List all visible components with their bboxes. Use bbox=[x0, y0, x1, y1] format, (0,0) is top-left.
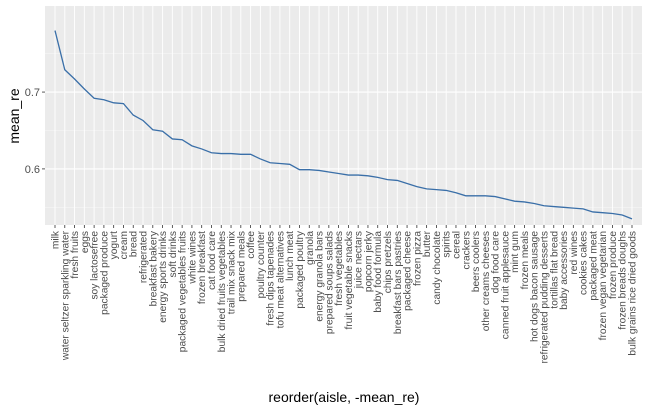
x-tick-label: prepared soups salads bbox=[324, 231, 335, 334]
x-tick-label: trail mix snack mix bbox=[227, 231, 238, 314]
x-tick-label: frozen meals bbox=[520, 231, 531, 289]
x-tick-label: bulk dried fruits vegetables bbox=[217, 231, 228, 352]
x-tick-label: butter bbox=[422, 230, 433, 257]
series-line bbox=[54, 30, 633, 220]
x-tick-label: fruit vegetable snacks bbox=[344, 231, 355, 330]
x-tick-label: poultry counter bbox=[256, 230, 267, 298]
x-tick-label: hot dogs bacon sausage bbox=[530, 231, 541, 342]
x-tick-label: packaged cheese bbox=[403, 231, 414, 311]
x-tick-label: breakfast bars pastries bbox=[393, 231, 404, 334]
x-tick-label: granola bbox=[305, 231, 316, 265]
x-tick-label: tofu meat alternatives bbox=[275, 231, 286, 328]
x-tick-label: beers coolers bbox=[471, 231, 482, 292]
x-tick-label: prepared meals bbox=[236, 231, 247, 302]
x-tick-label: lunch meat bbox=[285, 231, 296, 281]
x-tick-label: fresh dips tapenades bbox=[266, 231, 277, 326]
x-tick-label: dog food care bbox=[491, 231, 502, 294]
x-tick-label: white wines bbox=[187, 231, 198, 285]
x-tick-label: frozen produce bbox=[608, 231, 619, 299]
x-tick-label: popcorn jerky bbox=[363, 230, 374, 292]
x-tick-label: baby food formula bbox=[373, 231, 384, 313]
x-tick-label: energy granola bars bbox=[315, 231, 326, 322]
x-tick-label: packaged produce bbox=[99, 231, 110, 315]
plot-panel bbox=[45, 6, 642, 225]
y-axis-title: mean_re bbox=[6, 88, 22, 143]
x-tick-label: juice nectars bbox=[354, 231, 365, 289]
x-tick-label: frozen pizza bbox=[412, 231, 423, 286]
x-tick-label: breakfast bakery bbox=[148, 230, 159, 306]
x-tick-label: cat food care bbox=[207, 231, 218, 290]
minor-gridlines bbox=[45, 53, 642, 208]
x-tick-label: fresh vegetables bbox=[334, 231, 345, 306]
x-tick-label: packaged meat bbox=[588, 231, 599, 301]
x-tick-label: yogurt bbox=[109, 231, 120, 259]
x-tick-label: refrigerated bbox=[139, 231, 150, 283]
x-tick-label: fresh fruits bbox=[70, 231, 81, 279]
x-tick-label: candy chocolate bbox=[432, 231, 443, 305]
y-tick-label: 0.6 bbox=[25, 164, 40, 176]
x-tick-label: coffee bbox=[246, 231, 257, 259]
x-tick-label: bulk grains rice dried goods bbox=[628, 231, 639, 356]
x-axis-title: reorder(aisle, -mean_re) bbox=[269, 389, 420, 405]
x-tick-label: baby accessories bbox=[559, 231, 570, 310]
x-tick-label: frozen breads doughs bbox=[618, 231, 629, 330]
x-tick-label: chips pretzels bbox=[383, 231, 394, 293]
x-tick-label: energy sports drinks bbox=[158, 231, 169, 323]
x-tick-label: packaged vegetables fruits bbox=[178, 231, 189, 352]
x-tick-label: frozen breakfast bbox=[197, 231, 208, 304]
x-tick-label: mint gum bbox=[510, 231, 521, 273]
x-tick-label: tortillas flat bread bbox=[549, 231, 560, 309]
x-tick-label: eggs bbox=[80, 231, 91, 253]
x-tick-label: soft drinks bbox=[168, 231, 179, 277]
x-tick-label: cereal bbox=[451, 231, 462, 259]
x-tick-label: other creams cheeses bbox=[481, 231, 492, 331]
x-tick-label: spirits bbox=[442, 231, 453, 258]
x-tick-label: refrigerated pudding desserts bbox=[539, 231, 550, 364]
x-tick-label: frozen vegan vegetarian bbox=[598, 231, 609, 340]
x-tick-label: packaged poultry bbox=[295, 230, 306, 308]
x-tick-label: water seltzer sparkling water bbox=[60, 230, 71, 361]
x-tick-label: soy lactosefree bbox=[90, 231, 101, 300]
y-tick-label: 0.7 bbox=[25, 87, 40, 99]
x-tick-label: bread bbox=[129, 231, 140, 257]
x-tick-label: cream bbox=[119, 231, 130, 259]
x-tick-label: crackers bbox=[461, 231, 472, 270]
x-tick-label: canned fruit applesauce bbox=[500, 231, 511, 340]
major-gridlines bbox=[45, 6, 642, 225]
x-tick-label: red wines bbox=[569, 231, 580, 275]
x-tick-label: cookies cakes bbox=[579, 231, 590, 295]
x-tick-label: milk bbox=[51, 230, 62, 249]
y-axis-ticks: 0.6 0.7 bbox=[25, 87, 45, 176]
